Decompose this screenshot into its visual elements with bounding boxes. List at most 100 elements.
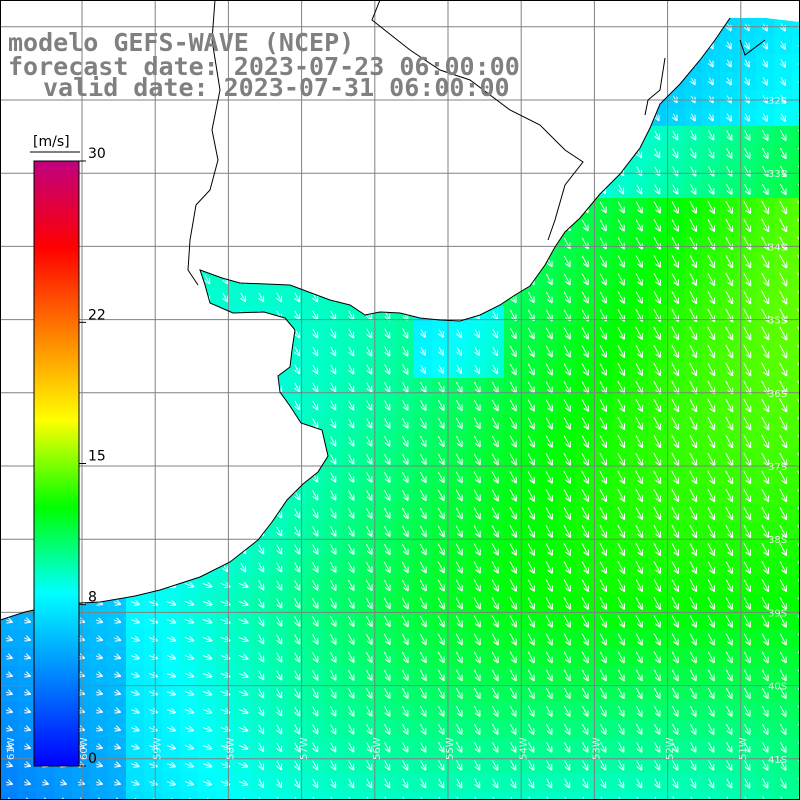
wind-cell bbox=[666, 792, 685, 800]
wind-cell bbox=[792, 342, 800, 361]
valid-date: valid date: 2023-07-31 06:00:00 bbox=[43, 73, 510, 102]
wind-cell bbox=[792, 180, 800, 199]
lat-label: 33S bbox=[768, 169, 787, 180]
lon-label: 57W bbox=[299, 737, 310, 760]
wind-cell bbox=[702, 792, 721, 800]
wind-cell bbox=[792, 54, 800, 73]
wind-cell bbox=[792, 720, 800, 739]
wind-cell bbox=[396, 792, 415, 800]
wind-cell bbox=[792, 36, 800, 55]
wind-cell bbox=[342, 792, 361, 800]
lon-label: 55W bbox=[445, 737, 456, 760]
wind-cell bbox=[792, 378, 800, 397]
wind-cell bbox=[792, 486, 800, 505]
lat-label: 37S bbox=[768, 462, 787, 473]
wind-cell bbox=[792, 630, 800, 649]
wind-cell bbox=[72, 792, 91, 800]
wind-cell bbox=[162, 792, 181, 800]
wind-cell bbox=[792, 684, 800, 703]
wind-cell bbox=[792, 144, 800, 163]
wind-cell bbox=[378, 792, 397, 800]
wind-cell bbox=[792, 792, 800, 800]
colorbar-tick-label: 0 bbox=[88, 751, 97, 767]
colorbar-tick-label: 22 bbox=[88, 307, 106, 323]
wind-cell bbox=[486, 792, 505, 800]
lon-label: 53W bbox=[592, 737, 603, 760]
wind-cell bbox=[288, 792, 307, 800]
wind-cell bbox=[180, 792, 199, 800]
wind-cell bbox=[540, 792, 559, 800]
wind-cell bbox=[468, 792, 487, 800]
lat-label: 36S bbox=[768, 389, 787, 400]
wind-cell bbox=[792, 576, 800, 595]
wind-cell bbox=[792, 198, 800, 217]
wind-cell bbox=[792, 252, 800, 271]
wind-cell bbox=[252, 792, 271, 800]
wind-cell bbox=[792, 234, 800, 253]
wind-cell bbox=[792, 450, 800, 469]
wind-cell bbox=[360, 792, 379, 800]
lon-label: 51W bbox=[738, 737, 749, 760]
wind-cell bbox=[792, 108, 800, 127]
wind-cell bbox=[576, 792, 595, 800]
wind-cell bbox=[792, 594, 800, 613]
wind-cell bbox=[270, 792, 289, 800]
wind-cell bbox=[792, 162, 800, 181]
wind-cell bbox=[630, 792, 649, 800]
wind-cell bbox=[648, 792, 667, 800]
wind-cell bbox=[792, 612, 800, 631]
lat-label: 40S bbox=[768, 682, 787, 693]
wind-cell bbox=[792, 504, 800, 523]
wind-cell bbox=[792, 738, 800, 757]
lon-label: 58W bbox=[226, 737, 237, 760]
wind-cell bbox=[36, 792, 55, 800]
wind-cell bbox=[144, 792, 163, 800]
wind-cell bbox=[756, 792, 775, 800]
lon-label: 54W bbox=[518, 737, 529, 760]
wind-cell bbox=[54, 792, 73, 800]
wind-cell bbox=[108, 792, 127, 800]
wind-cell bbox=[414, 792, 433, 800]
wind-cell bbox=[198, 792, 217, 800]
wind-cell bbox=[792, 360, 800, 379]
colorbar bbox=[33, 160, 80, 767]
wind-cell bbox=[612, 792, 631, 800]
colorbar-tick-label: 15 bbox=[88, 449, 106, 465]
wind-cell bbox=[792, 306, 800, 325]
lon-label: 59W bbox=[152, 737, 163, 760]
lat-label: 41S bbox=[768, 755, 787, 766]
wind-cell bbox=[792, 522, 800, 541]
wind-cell bbox=[792, 324, 800, 343]
wind-cell bbox=[792, 414, 800, 433]
wind-cell bbox=[720, 792, 739, 800]
wind-cell bbox=[18, 792, 37, 800]
wind-cell bbox=[792, 558, 800, 577]
wind-cell bbox=[792, 396, 800, 415]
lon-label: 52W bbox=[665, 737, 676, 760]
wind-cell bbox=[792, 72, 800, 91]
wind-cell bbox=[558, 792, 577, 800]
wind-cell bbox=[792, 90, 800, 109]
wind-cell bbox=[792, 432, 800, 451]
colorbar-unit: [m/s] bbox=[33, 134, 70, 150]
lon-label: 61W bbox=[6, 737, 17, 760]
wind-cell bbox=[774, 792, 793, 800]
wind-cell bbox=[792, 468, 800, 487]
lat-label: 34S bbox=[768, 242, 787, 253]
wind-cell bbox=[792, 666, 800, 685]
wind-cell bbox=[792, 270, 800, 289]
wind-cell bbox=[792, 216, 800, 235]
lon-label: 56W bbox=[372, 737, 383, 760]
lat-label: 39S bbox=[768, 608, 787, 619]
wind-cell bbox=[504, 792, 523, 800]
wind-cell bbox=[522, 792, 541, 800]
colorbar-tick-label: 8 bbox=[88, 590, 97, 606]
wind-cell bbox=[792, 126, 800, 145]
wind-cell bbox=[0, 792, 19, 800]
lat-label: 35S bbox=[768, 316, 787, 327]
wind-cell bbox=[594, 792, 613, 800]
wind-cell bbox=[792, 648, 800, 667]
wind-cell bbox=[684, 792, 703, 800]
